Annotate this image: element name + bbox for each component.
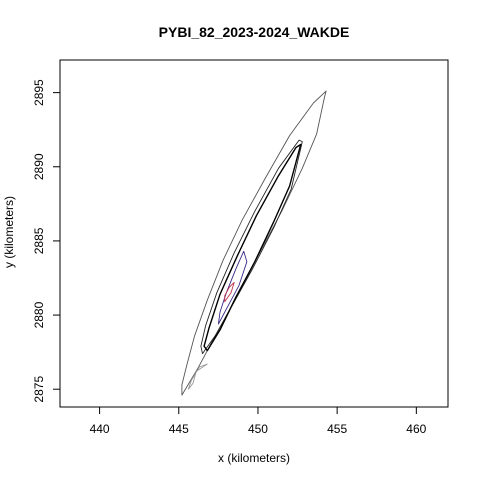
x-tick-label: 450 <box>248 422 268 436</box>
x-axis-label: x (kilometers) <box>218 451 290 465</box>
x-axis: 440 445 450 455 460 <box>90 406 427 436</box>
y-axis-label: y (kilometers) <box>2 196 16 268</box>
contour-hotspot <box>224 281 235 303</box>
x-tick-label: 455 <box>327 422 347 436</box>
chart-title: PYBI_82_2023-2024_WAKDE <box>159 24 350 40</box>
y-tick-label: 2890 <box>32 153 46 180</box>
y-tick-label: 2880 <box>32 301 46 328</box>
y-tick-label: 2885 <box>32 227 46 254</box>
y-axis: 2875 2880 2885 2890 2895 <box>32 79 61 403</box>
contour-lines <box>181 90 327 396</box>
x-tick-label: 460 <box>406 422 426 436</box>
y-tick-label: 2895 <box>32 79 46 106</box>
contour-mid <box>200 139 303 355</box>
x-tick-label: 440 <box>90 422 110 436</box>
y-tick-label: 2875 <box>32 376 46 403</box>
x-tick-label: 445 <box>169 422 189 436</box>
contour-tail <box>187 363 208 390</box>
contour-inner <box>203 143 302 352</box>
contour-core <box>217 250 248 325</box>
